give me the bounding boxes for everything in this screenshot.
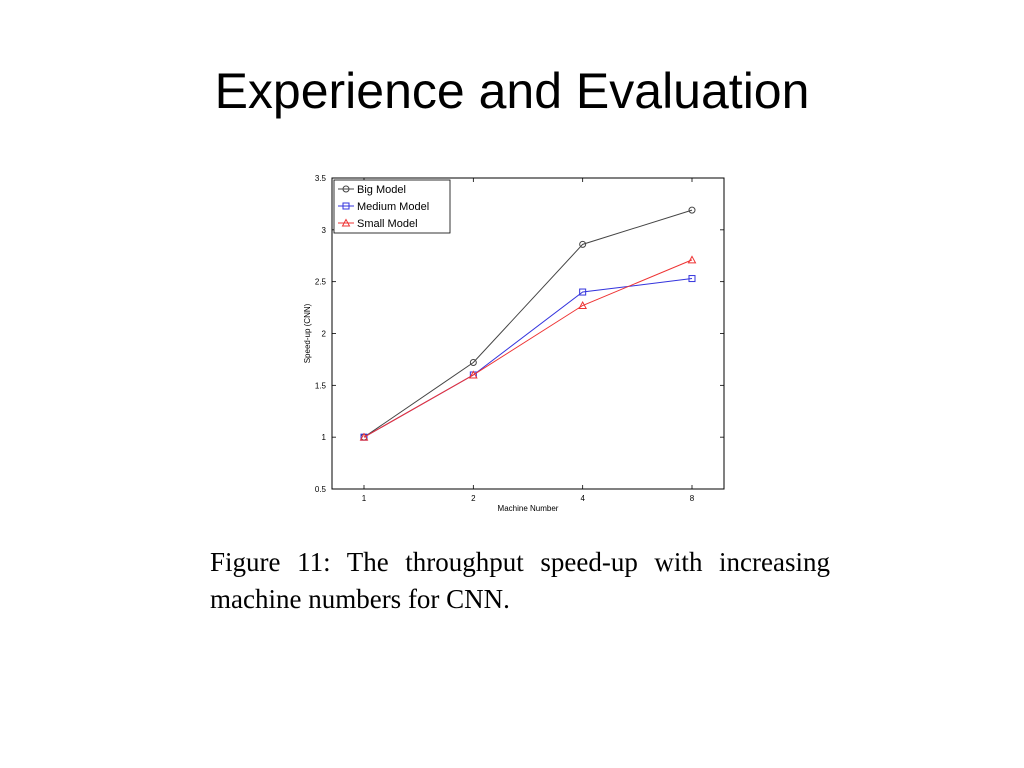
y-tick-label: 1.5 [315,381,327,390]
point-big-model [688,206,696,214]
point-medium-model [579,288,587,296]
legend-label-medium-model: Medium Model [357,201,429,213]
point-medium-model [688,275,696,283]
y-tick-label: 1 [322,433,327,442]
y-tick-label: 0.5 [315,485,327,494]
x-tick-label: 4 [580,494,585,503]
y-tick-label: 2.5 [315,278,327,287]
figure-caption: Figure 11: The throughput speed-up with … [210,547,830,614]
point-small-model [687,255,697,264]
series-line-medium-model [363,278,693,438]
series-line-small-model [363,259,693,438]
legend-label-big-model: Big Model [357,184,406,196]
y-tick-label: 3.5 [315,174,327,183]
slide-title: Experience and Evaluation [214,63,810,119]
x-axis-label: Machine Number [498,504,559,513]
speedup-line-chart: 0.5 1 1.5 2 2.5 3 3.5 1 2 4 8 Machine Number Speed-u… [303,174,725,513]
y-tick-label: 2 [322,330,327,339]
point-big-model [579,240,587,248]
point-big-model [469,359,477,367]
legend-label-small-model: Small Model [357,218,418,230]
legend-marker-big-model [342,185,350,193]
legend-marker-small-model [341,218,351,227]
x-tick-label: 8 [690,494,695,503]
x-tick-label: 2 [471,494,476,503]
y-axis-label: Speed-up (CNN) [303,303,312,363]
y-tick-label: 3 [322,226,327,235]
point-small-model [578,300,588,310]
point-small-model [468,370,478,379]
point-small-model [359,432,369,441]
legend-marker-medium-model [342,202,350,210]
x-tick-label: 1 [362,494,367,503]
series-line-big-model [363,209,693,438]
